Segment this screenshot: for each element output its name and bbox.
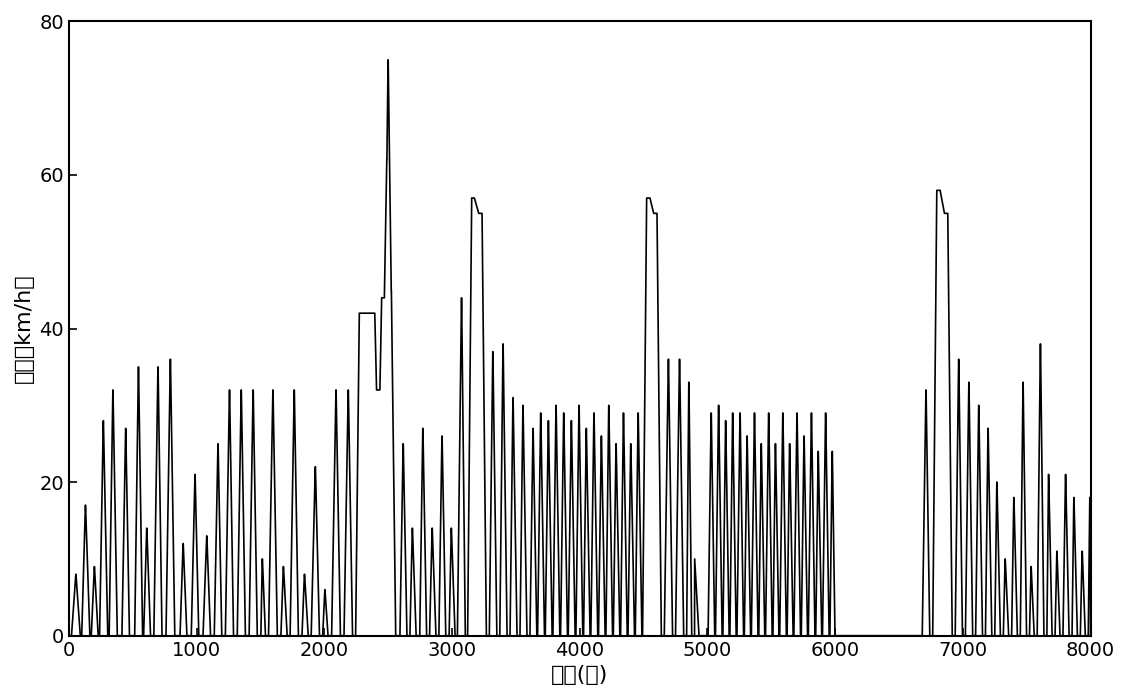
X-axis label: 时间(秒): 时间(秒) [551,665,609,685]
Y-axis label: 速度（km/h）: 速度（km/h） [14,274,34,383]
